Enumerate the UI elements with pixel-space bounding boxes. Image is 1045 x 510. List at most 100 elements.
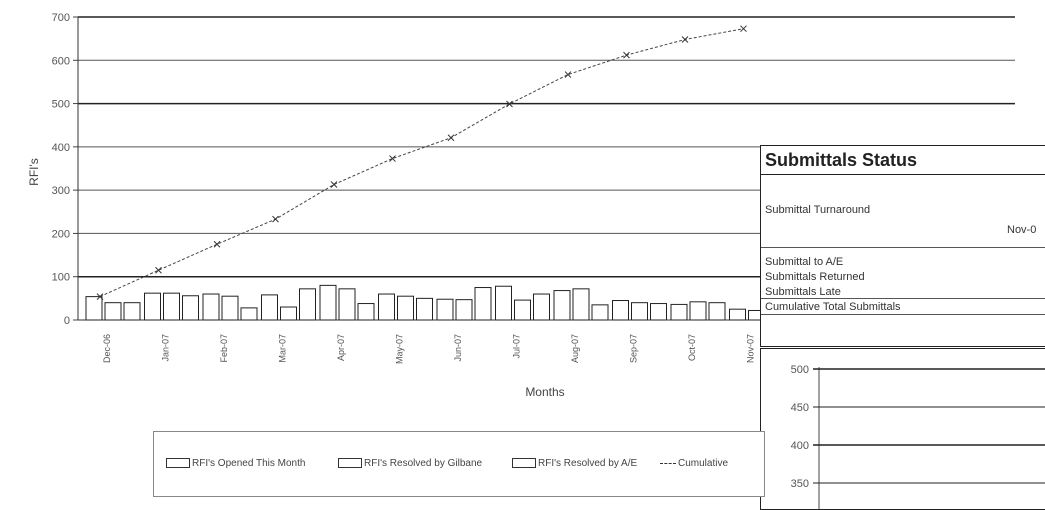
x-tick-label: Aug-07: [570, 334, 580, 363]
bar: [632, 303, 648, 320]
submittal-turnaround-label: Submittal Turnaround: [765, 204, 870, 216]
status-row-submittals-returned: Submittals Returned: [765, 271, 865, 283]
status-row-submittals-late: Submittals Late: [765, 286, 841, 298]
x-tick-label: Jun-07: [453, 334, 463, 362]
bar: [573, 289, 589, 320]
legend-item-ae: RFI's Resolved by A/E: [512, 458, 637, 469]
submittal-date: Nov-0: [1007, 224, 1036, 236]
bar: [690, 302, 706, 320]
x-tick-label: Mar-07: [278, 334, 288, 363]
legend-swatch: [512, 458, 536, 468]
bar: [496, 286, 512, 320]
bar: [515, 300, 531, 320]
status-row-submittal-to-ae: Submittal to A/E: [765, 256, 843, 268]
x-tick-labels: Dec-06 Jan-07 Feb-07 Mar-07 Apr-07 May-07 Jun-…: [102, 334, 756, 364]
legend-swatch: [166, 458, 190, 468]
bars: [86, 285, 765, 320]
y-axis-label: RFI's: [27, 158, 41, 186]
mini-tick-label: 500: [791, 364, 809, 376]
bar: [592, 305, 608, 320]
y-tick-label: 700: [52, 12, 70, 24]
bar: [320, 285, 336, 320]
y-tick-label: 0: [64, 315, 70, 327]
cumulative-point: [565, 72, 571, 78]
bar: [339, 289, 355, 320]
legend-item-cumulative: Cumulative: [660, 458, 728, 469]
bar: [105, 303, 121, 320]
x-tick-label: May-07: [395, 334, 405, 364]
cumulative-point: [448, 135, 454, 141]
legend-label: RFI's Opened This Month: [192, 458, 305, 469]
submittals-status-panel: Submittals Status Submittal Turnaround N…: [760, 145, 1045, 347]
bar: [124, 303, 140, 320]
bar: [222, 296, 238, 320]
bar: [534, 294, 550, 320]
bar: [203, 294, 219, 320]
divider: [761, 298, 1045, 299]
bar: [164, 293, 180, 320]
bar: [358, 304, 374, 320]
x-tick-label: Nov-07: [746, 334, 756, 363]
bar: [300, 289, 316, 320]
y-tick-label: 300: [52, 185, 70, 197]
legend-item-opened: RFI's Opened This Month: [166, 458, 305, 469]
mini-tick-label: 450: [791, 402, 809, 414]
cumulative-point: [390, 156, 396, 162]
bar: [475, 288, 491, 320]
bar: [417, 298, 433, 320]
bar: [281, 307, 297, 320]
x-tick-label: Sep-07: [629, 334, 639, 363]
cumulative-point: [741, 26, 747, 32]
legend-label: RFI's Resolved by A/E: [538, 458, 637, 469]
bar: [671, 304, 687, 320]
y-tick-label: 500: [52, 99, 70, 111]
cumulative-point: [682, 37, 688, 43]
bar: [651, 304, 667, 320]
divider: [761, 247, 1045, 248]
legend-label: Cumulative: [678, 458, 728, 469]
y-tick-label: 200: [52, 228, 70, 240]
bar: [183, 296, 199, 320]
mini-chart-tick-labels: 500 450 400 350: [791, 364, 809, 490]
mini-tick-label: 400: [791, 440, 809, 452]
y-tick-label: 600: [52, 55, 70, 67]
legend-line-swatch: [660, 463, 676, 464]
y-tick-label: 100: [52, 272, 70, 284]
cumulative-point: [214, 241, 220, 247]
x-tick-label: Jan-07: [161, 334, 171, 362]
x-tick-label: Feb-07: [219, 334, 229, 363]
legend-item-gilbane: RFI's Resolved by Gilbane: [338, 458, 482, 469]
mini-chart-gridlines: [813, 369, 1045, 483]
legend-label: RFI's Resolved by Gilbane: [364, 458, 482, 469]
cumulative-line: [97, 26, 747, 300]
chart-legend: RFI's Opened This Month RFI's Resolved b…: [153, 431, 765, 497]
bar: [262, 295, 278, 320]
submittals-mini-chart: 500 450 400 350: [760, 348, 1045, 510]
bar: [241, 308, 257, 320]
bar: [437, 299, 453, 320]
x-tick-label: Jul-07: [512, 334, 522, 359]
bar: [554, 291, 570, 320]
bar: [709, 303, 725, 320]
bar: [456, 300, 472, 320]
x-tick-label: Apr-07: [336, 334, 346, 361]
cumulative-point: [273, 216, 279, 222]
cumulative-point: [331, 182, 337, 188]
bar: [613, 301, 629, 320]
cumulative-line-path: [100, 29, 744, 297]
x-tick-label: Oct-07: [687, 334, 697, 361]
bar: [145, 293, 161, 320]
x-axis-label: Months: [525, 385, 564, 399]
cumulative-point: [624, 52, 630, 58]
y-tick-label: 400: [52, 142, 70, 154]
y-tick-labels: 0 100 200 300 400 500 600 700: [52, 12, 70, 327]
divider: [761, 314, 1045, 315]
cumulative-point: [156, 267, 162, 273]
mini-tick-label: 350: [791, 478, 809, 490]
submittals-status-title: Submittals Status: [761, 146, 1045, 175]
bar: [730, 309, 746, 320]
x-tick-label: Dec-06: [102, 334, 112, 363]
bar: [86, 297, 102, 320]
status-row-cumulative-total: Cumulative Total Submittals: [765, 301, 901, 313]
bar: [398, 296, 414, 320]
